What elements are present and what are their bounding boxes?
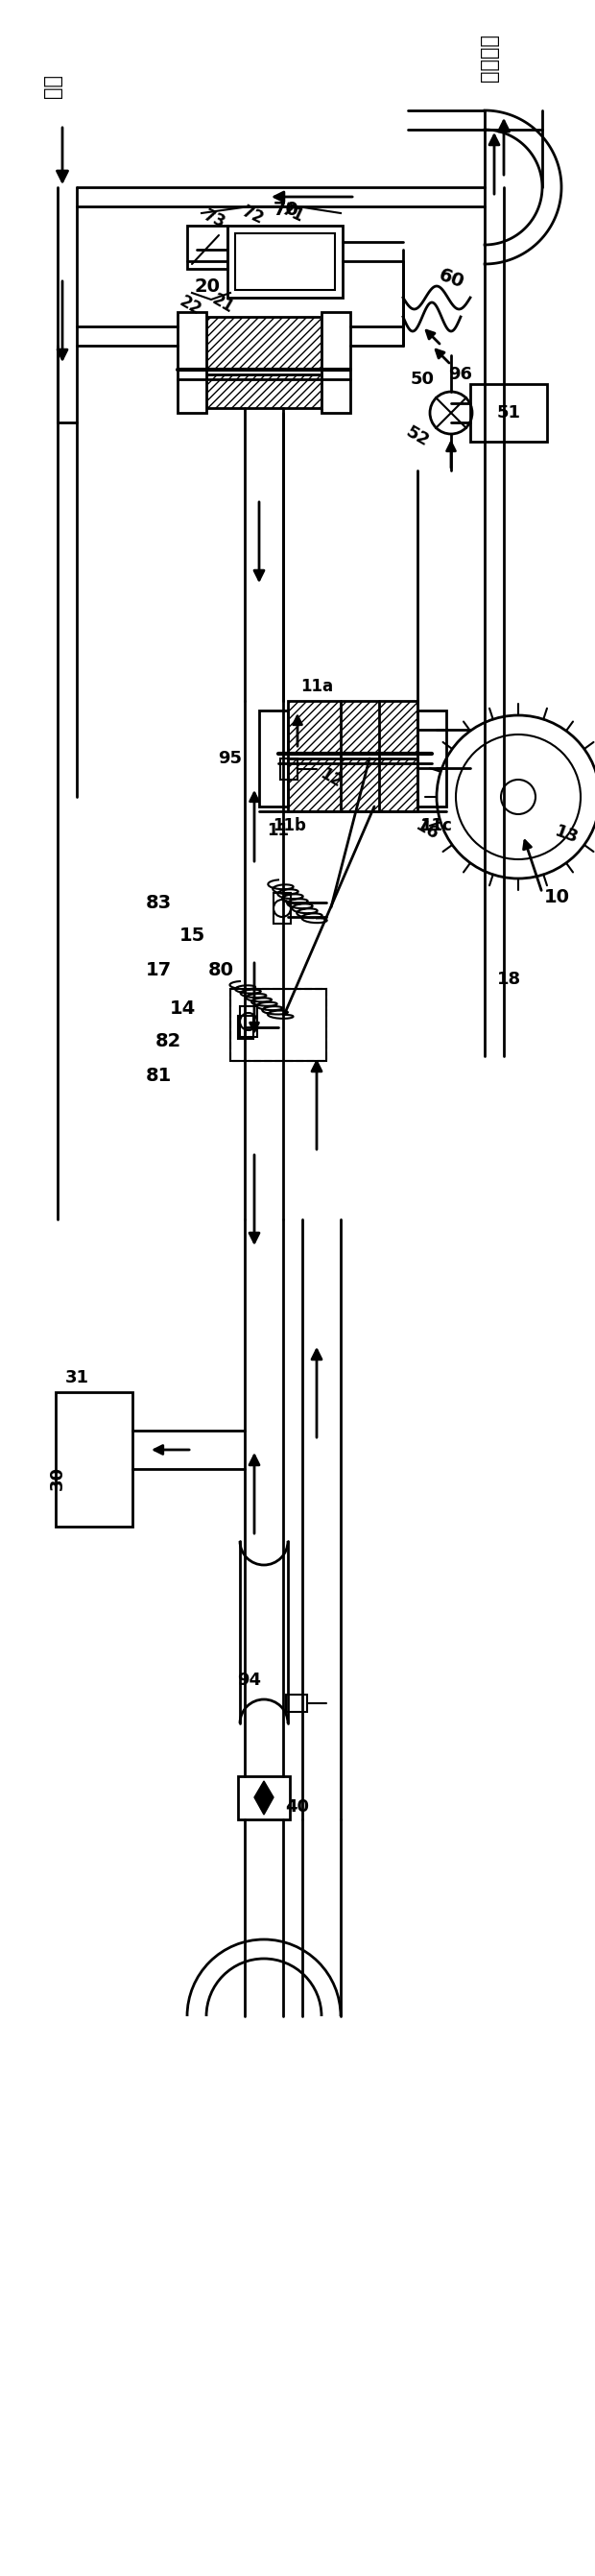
Text: 12: 12 — [317, 765, 345, 791]
Text: 80: 80 — [208, 961, 234, 979]
Text: 21: 21 — [209, 291, 237, 317]
Text: 17: 17 — [145, 961, 171, 979]
Polygon shape — [254, 1780, 274, 1814]
Polygon shape — [177, 312, 206, 412]
Bar — [286, 1695, 307, 1713]
Text: 18: 18 — [497, 971, 521, 989]
Text: 10: 10 — [544, 889, 569, 907]
Text: 13: 13 — [552, 824, 581, 848]
Text: 60: 60 — [436, 265, 466, 291]
Text: 11a: 11a — [300, 677, 333, 696]
Text: 72: 72 — [240, 204, 267, 227]
Text: 70: 70 — [273, 201, 299, 219]
Text: 20: 20 — [195, 278, 220, 296]
Text: 11b: 11b — [273, 817, 306, 835]
Text: 95: 95 — [218, 750, 242, 768]
Text: 51: 51 — [497, 404, 521, 422]
Text: 16: 16 — [412, 817, 441, 845]
Bar — [274, 894, 291, 925]
Text: 空气: 空气 — [43, 75, 62, 98]
Bar — [230, 989, 326, 1061]
Bar — [187, 227, 227, 268]
Text: 30: 30 — [49, 1466, 66, 1492]
Text: 73: 73 — [201, 206, 228, 232]
Text: 96: 96 — [449, 366, 472, 384]
Text: 52: 52 — [403, 422, 432, 451]
Bar — [238, 1777, 290, 1819]
Bar — [227, 227, 343, 299]
Polygon shape — [321, 312, 350, 412]
Text: 83: 83 — [145, 894, 171, 912]
Bar — [288, 701, 418, 755]
Bar — [56, 1391, 133, 1528]
Text: 排放气体: 排放气体 — [480, 33, 499, 82]
Bar — [470, 384, 547, 440]
Text: 11: 11 — [267, 822, 289, 840]
Text: 81: 81 — [145, 1066, 171, 1084]
Bar — [206, 317, 321, 368]
Text: 82: 82 — [155, 1033, 181, 1051]
Text: 22: 22 — [176, 291, 204, 319]
Text: 71: 71 — [279, 201, 306, 227]
Text: 14: 14 — [169, 999, 195, 1018]
Bar — [238, 1015, 253, 1038]
Text: 15: 15 — [179, 927, 205, 945]
Bar — [235, 234, 335, 291]
Bar — [259, 711, 288, 806]
Bar — [240, 1007, 257, 1038]
Text: 11c: 11c — [421, 817, 452, 835]
Bar — [177, 312, 206, 412]
Bar — [280, 757, 298, 781]
Text: 40: 40 — [286, 1798, 309, 1816]
Bar — [206, 374, 321, 407]
Text: 94: 94 — [237, 1672, 262, 1690]
Bar — [288, 757, 418, 811]
Bar — [321, 312, 350, 412]
Bar — [230, 989, 326, 1061]
Bar — [418, 711, 446, 806]
Text: 50: 50 — [411, 371, 434, 389]
Text: 31: 31 — [65, 1368, 89, 1386]
